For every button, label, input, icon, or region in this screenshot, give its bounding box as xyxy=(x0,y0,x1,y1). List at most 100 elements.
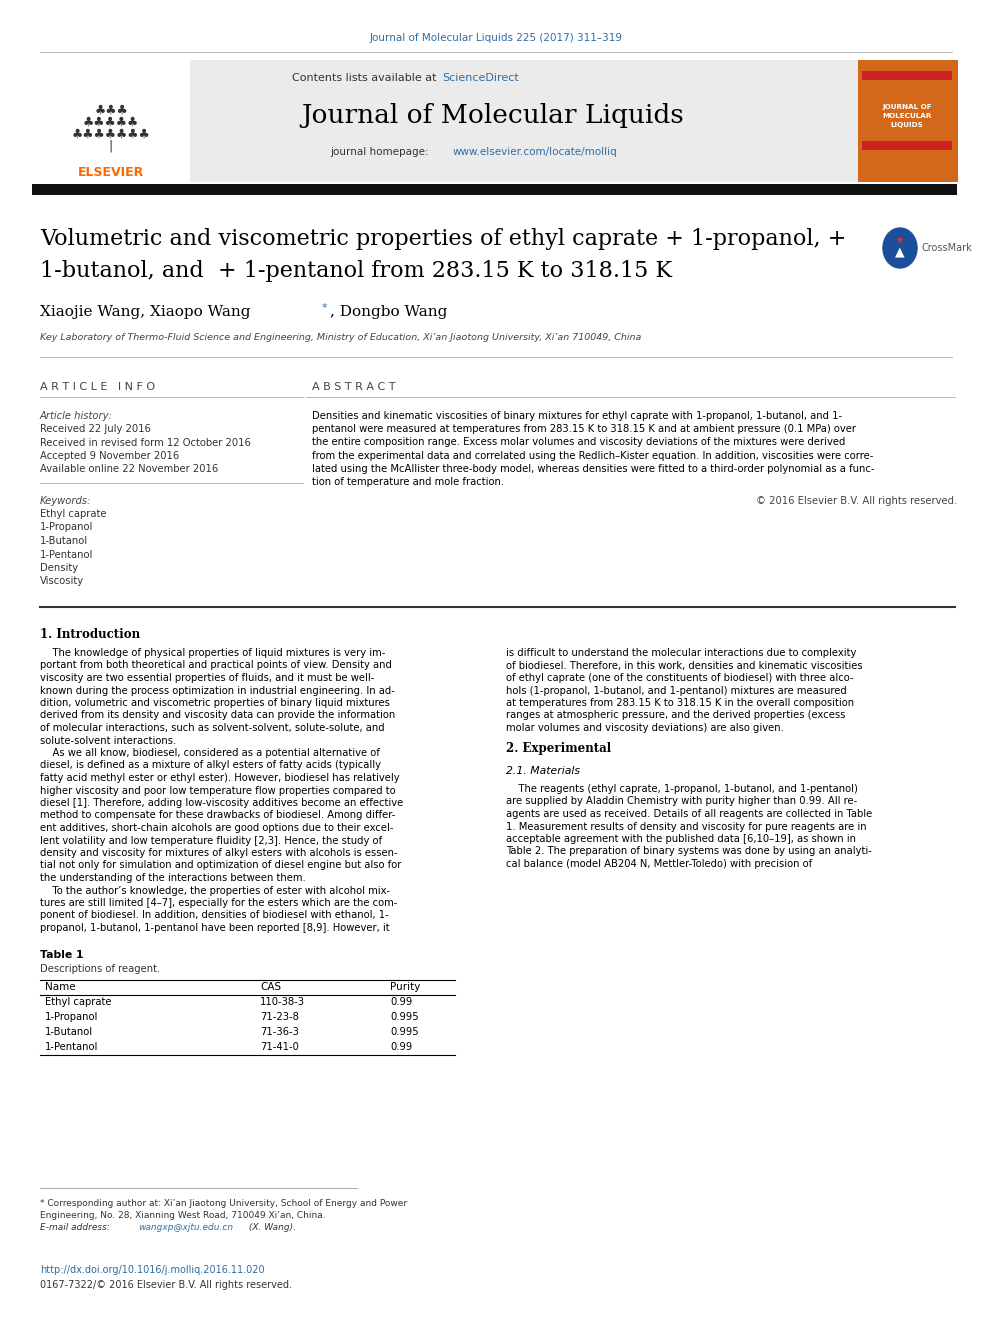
Text: known during the process optimization in industrial engineering. In ad-: known during the process optimization in… xyxy=(40,685,395,696)
Text: 0.99: 0.99 xyxy=(390,998,413,1007)
Text: wangxp@xjtu.edu.cn: wangxp@xjtu.edu.cn xyxy=(138,1222,233,1232)
Text: 0.995: 0.995 xyxy=(390,1027,419,1037)
Bar xyxy=(858,60,958,183)
Text: Received in revised form 12 October 2016: Received in revised form 12 October 2016 xyxy=(40,438,251,447)
Text: JOURNAL OF
MOLECULAR
LIQUIDS: JOURNAL OF MOLECULAR LIQUIDS xyxy=(882,105,931,127)
Text: molar volumes and viscosity deviations) are also given.: molar volumes and viscosity deviations) … xyxy=(506,722,784,733)
Text: higher viscosity and poor low temperature flow properties compared to: higher viscosity and poor low temperatur… xyxy=(40,786,396,795)
Text: tial not only for simulation and optimization of diesel engine but also for: tial not only for simulation and optimiz… xyxy=(40,860,402,871)
Text: Received 22 July 2016: Received 22 July 2016 xyxy=(40,423,151,434)
Text: E-mail address:: E-mail address: xyxy=(40,1222,113,1232)
Text: The knowledge of physical properties of liquid mixtures is very im-: The knowledge of physical properties of … xyxy=(40,648,385,658)
Text: is difficult to understand the molecular interactions due to complexity: is difficult to understand the molecular… xyxy=(506,648,856,658)
Text: ScienceDirect: ScienceDirect xyxy=(442,73,519,83)
Text: derived from its density and viscosity data can provide the information: derived from its density and viscosity d… xyxy=(40,710,395,721)
Text: 0.99: 0.99 xyxy=(390,1043,413,1052)
Text: cal balance (model AB204 N, Mettler-Toledo) with precision of: cal balance (model AB204 N, Mettler-Tole… xyxy=(506,859,812,869)
Text: 1-Propanol: 1-Propanol xyxy=(40,523,93,532)
Text: the entire composition range. Excess molar volumes and viscosity deviations of t: the entire composition range. Excess mol… xyxy=(312,438,845,447)
Text: ponent of biodiesel. In addition, densities of biodiesel with ethanol, 1-: ponent of biodiesel. In addition, densit… xyxy=(40,910,389,921)
Text: Journal of Molecular Liquids 225 (2017) 311–319: Journal of Molecular Liquids 225 (2017) … xyxy=(369,33,623,44)
Text: * Corresponding author at: Xi’an Jiaotong University, School of Energy and Power: * Corresponding author at: Xi’an Jiaoton… xyxy=(40,1199,407,1208)
Bar xyxy=(32,60,858,183)
Text: agents are used as received. Details of all reagents are collected in Table: agents are used as received. Details of … xyxy=(506,808,872,819)
Text: CAS: CAS xyxy=(260,982,281,992)
Text: Article history:: Article history: xyxy=(40,411,113,421)
Text: propanol, 1-butanol, 1-pentanol have been reported [8,9]. However, it: propanol, 1-butanol, 1-pentanol have bee… xyxy=(40,923,390,933)
Text: 1-butanol, and  + 1-pentanol from 283.15 K to 318.15 K: 1-butanol, and + 1-pentanol from 283.15 … xyxy=(40,261,672,282)
Text: 110-38-3: 110-38-3 xyxy=(260,998,305,1007)
Text: 0167-7322/© 2016 Elsevier B.V. All rights reserved.: 0167-7322/© 2016 Elsevier B.V. All right… xyxy=(40,1279,292,1290)
Text: www.elsevier.com/locate/molliq: www.elsevier.com/locate/molliq xyxy=(453,147,618,157)
Text: diesel, is defined as a mixture of alkyl esters of fatty acids (typically: diesel, is defined as a mixture of alkyl… xyxy=(40,761,381,770)
Text: 1-Pentanol: 1-Pentanol xyxy=(40,549,93,560)
Text: Xiaojie Wang, Xiaopo Wang: Xiaojie Wang, Xiaopo Wang xyxy=(40,306,255,319)
Text: The reagents (ethyl caprate, 1-propanol, 1-butanol, and 1-pentanol): The reagents (ethyl caprate, 1-propanol,… xyxy=(506,785,858,794)
Bar xyxy=(32,60,190,183)
Text: ent additives, short-chain alcohols are good options due to their excel-: ent additives, short-chain alcohols are … xyxy=(40,823,394,833)
Text: lated using the McAllister three-body model, whereas densities were fitted to a : lated using the McAllister three-body mo… xyxy=(312,464,875,474)
Text: 2.1. Materials: 2.1. Materials xyxy=(506,766,580,777)
Text: As we all know, biodiesel, considered as a potential alternative of: As we all know, biodiesel, considered as… xyxy=(40,747,380,758)
Ellipse shape xyxy=(883,228,917,269)
Text: tures are still limited [4–7], especially for the esters which are the com-: tures are still limited [4–7], especiall… xyxy=(40,898,398,908)
Text: ▲: ▲ xyxy=(895,246,905,258)
Text: of biodiesel. Therefore, in this work, densities and kinematic viscosities: of biodiesel. Therefore, in this work, d… xyxy=(506,660,863,671)
Text: Accepted 9 November 2016: Accepted 9 November 2016 xyxy=(40,451,180,460)
Text: Available online 22 November 2016: Available online 22 November 2016 xyxy=(40,464,218,475)
Text: 2. Experimental: 2. Experimental xyxy=(506,742,611,755)
Text: pentanol were measured at temperatures from 283.15 K to 318.15 K and at ambient : pentanol were measured at temperatures f… xyxy=(312,425,856,434)
Text: from the experimental data and correlated using the Redlich–Kister equation. In : from the experimental data and correlate… xyxy=(312,451,873,460)
Text: Name: Name xyxy=(45,982,75,992)
Text: Table 1: Table 1 xyxy=(40,950,83,960)
Text: density and viscosity for mixtures of alkyl esters with alcohols is essen-: density and viscosity for mixtures of al… xyxy=(40,848,398,859)
Text: ranges at atmospheric pressure, and the derived properties (excess: ranges at atmospheric pressure, and the … xyxy=(506,710,845,721)
Text: Purity: Purity xyxy=(390,982,421,992)
Text: diesel [1]. Therefore, adding low-viscosity additives become an effective: diesel [1]. Therefore, adding low-viscos… xyxy=(40,798,404,808)
Text: 1-Butanol: 1-Butanol xyxy=(45,1027,93,1037)
Text: 0.995: 0.995 xyxy=(390,1012,419,1021)
Text: Viscosity: Viscosity xyxy=(40,577,84,586)
Text: lent volatility and low temperature fluidity [2,3]. Hence, the study of: lent volatility and low temperature flui… xyxy=(40,836,382,845)
Text: portant from both theoretical and practical points of view. Density and: portant from both theoretical and practi… xyxy=(40,660,392,671)
Text: tion of temperature and mole fraction.: tion of temperature and mole fraction. xyxy=(312,478,504,487)
Text: ▼: ▼ xyxy=(897,237,904,246)
Text: journal homepage:: journal homepage: xyxy=(330,147,432,157)
Text: Engineering, No. 28, Xianning West Road, 710049 Xi’an, China.: Engineering, No. 28, Xianning West Road,… xyxy=(40,1211,325,1220)
Text: Volumetric and viscometric properties of ethyl caprate + 1-propanol, +: Volumetric and viscometric properties of… xyxy=(40,228,846,250)
Text: are supplied by Aladdin Chemistry with purity higher than 0.99. All re-: are supplied by Aladdin Chemistry with p… xyxy=(506,796,857,807)
Text: CrossMark: CrossMark xyxy=(922,243,973,253)
Text: Ethyl caprate: Ethyl caprate xyxy=(40,509,106,519)
Bar xyxy=(862,142,952,149)
Text: acceptable agreement with the published data [6,10–19], as shown in: acceptable agreement with the published … xyxy=(506,833,856,844)
Text: Journal of Molecular Liquids: Journal of Molecular Liquids xyxy=(302,102,684,127)
Text: Contents lists available at: Contents lists available at xyxy=(292,73,440,83)
Text: viscosity are two essential properties of fluids, and it must be well-: viscosity are two essential properties o… xyxy=(40,673,374,683)
Text: Table 2. The preparation of binary systems was done by using an analyti-: Table 2. The preparation of binary syste… xyxy=(506,847,872,856)
Text: the understanding of the interactions between them.: the understanding of the interactions be… xyxy=(40,873,306,882)
Bar xyxy=(32,184,957,194)
Text: solute-solvent interactions.: solute-solvent interactions. xyxy=(40,736,177,745)
Text: ELSEVIER: ELSEVIER xyxy=(78,165,144,179)
Text: A R T I C L E   I N F O: A R T I C L E I N F O xyxy=(40,382,155,392)
Text: 71-41-0: 71-41-0 xyxy=(260,1043,299,1052)
Text: Key Laboratory of Thermo-Fluid Science and Engineering, Ministry of Education, X: Key Laboratory of Thermo-Fluid Science a… xyxy=(40,333,642,343)
Text: 71-23-8: 71-23-8 xyxy=(260,1012,299,1021)
Text: 71-36-3: 71-36-3 xyxy=(260,1027,299,1037)
Text: (X. Wang).: (X. Wang). xyxy=(246,1222,296,1232)
Text: Density: Density xyxy=(40,564,78,573)
Bar xyxy=(862,71,952,79)
Text: at temperatures from 283.15 K to 318.15 K in the overall composition: at temperatures from 283.15 K to 318.15 … xyxy=(506,699,854,708)
Text: , Dongbo Wang: , Dongbo Wang xyxy=(330,306,447,319)
Text: dition, volumetric and viscometric properties of binary liquid mixtures: dition, volumetric and viscometric prope… xyxy=(40,699,390,708)
Text: *: * xyxy=(322,303,327,314)
Text: method to compensate for these drawbacks of biodiesel. Among differ-: method to compensate for these drawbacks… xyxy=(40,811,396,820)
Text: http://dx.doi.org/10.1016/j.molliq.2016.11.020: http://dx.doi.org/10.1016/j.molliq.2016.… xyxy=(40,1265,265,1275)
Text: fatty acid methyl ester or ethyl ester). However, biodiesel has relatively: fatty acid methyl ester or ethyl ester).… xyxy=(40,773,400,783)
Text: A B S T R A C T: A B S T R A C T xyxy=(312,382,396,392)
Text: 1-Propanol: 1-Propanol xyxy=(45,1012,98,1021)
Text: © 2016 Elsevier B.V. All rights reserved.: © 2016 Elsevier B.V. All rights reserved… xyxy=(756,496,957,505)
Text: of ethyl caprate (one of the constituents of biodiesel) with three alco-: of ethyl caprate (one of the constituent… xyxy=(506,673,853,683)
Text: Densities and kinematic viscosities of binary mixtures for ethyl caprate with 1-: Densities and kinematic viscosities of b… xyxy=(312,411,842,421)
Text: 1. Introduction: 1. Introduction xyxy=(40,628,140,642)
